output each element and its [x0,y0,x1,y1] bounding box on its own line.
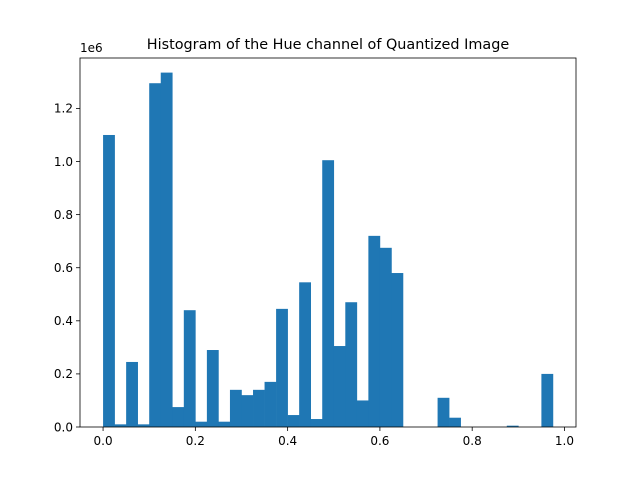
histogram-bar [114,424,127,427]
y-tick-label: 0.8 [54,208,73,222]
y-tick-label: 0.4 [54,314,73,328]
x-tick-label: 0.8 [463,434,482,448]
y-tick-label: 0.0 [54,420,73,434]
histogram-bar [276,308,288,427]
histogram-bar [172,407,185,427]
y-axis-ticks: 0.0 0.2 0.4 0.6 0.8 1.0 1.2 [54,102,80,434]
histogram-bar [241,395,254,427]
histogram-bar [345,302,358,427]
y-tick-label: 1.0 [54,155,73,169]
histogram-bar [126,361,138,427]
histogram-bar [137,424,150,427]
histogram-bar [195,421,208,427]
x-axis-ticks: 0.0 0.2 0.4 0.6 0.8 1.0 [94,427,574,448]
histogram-bar [449,417,461,427]
plot-frame [79,57,577,428]
histogram-bar [287,415,300,427]
histogram-bar [437,397,450,427]
histogram-bar [368,235,381,427]
x-tick-label: 1.0 [555,434,574,448]
x-tick-label: 0.0 [94,434,113,448]
y-tick-label: 1.2 [54,102,73,116]
y-tick-label: 0.2 [54,367,73,381]
histogram-bar [379,247,392,427]
x-tick-label: 0.2 [186,434,205,448]
histogram-bar [506,425,519,427]
histogram-bar [218,421,231,427]
histogram-bar [541,373,554,427]
histogram-bar [310,419,323,427]
histogram-bar [253,389,265,427]
histogram-bar [322,160,335,428]
histogram-bar [183,310,196,427]
histogram-bar [229,389,242,427]
x-tick-label: 0.4 [278,434,297,448]
x-tick-label: 0.6 [370,434,389,448]
bars-group [103,72,554,428]
chart-title: Histogram of the Hue channel of Quantize… [147,37,510,53]
y-offset-label: 1e6 [80,41,103,55]
histogram-bar [264,381,277,427]
histogram-bar [103,134,115,428]
y-tick-label: 0.6 [54,261,73,275]
histogram-bar [356,400,369,427]
histogram-bar [333,346,346,427]
histogram-bar [391,273,404,427]
histogram-bar [299,282,311,427]
histogram-bar [160,72,173,428]
histogram-bar [206,350,219,427]
histogram-bar [149,83,162,427]
